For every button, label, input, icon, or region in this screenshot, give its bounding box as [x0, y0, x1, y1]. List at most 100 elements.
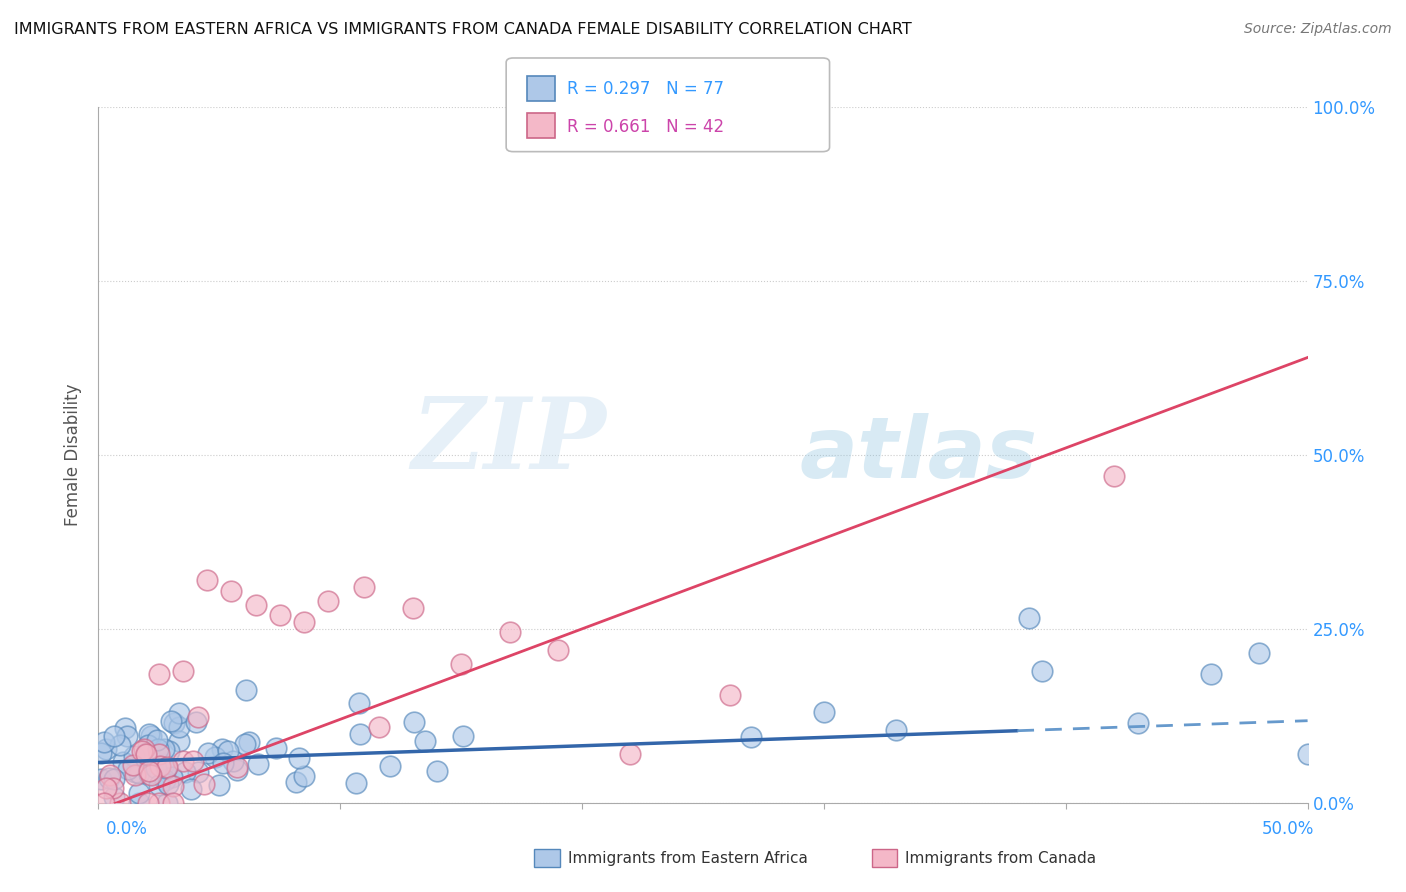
Point — [90, 747, 112, 761]
Point — [128, 786, 150, 800]
Point — [93, 734, 115, 748]
Point — [451, 729, 474, 743]
Point — [187, 765, 209, 780]
Point — [155, 772, 177, 787]
Point — [135, 747, 157, 762]
Point — [1102, 468, 1125, 483]
Text: R = 0.661   N = 42: R = 0.661 N = 42 — [567, 118, 724, 136]
Text: R = 0.297   N = 77: R = 0.297 N = 77 — [567, 80, 724, 98]
Point — [211, 741, 233, 756]
Point — [1199, 667, 1222, 681]
Point — [208, 778, 231, 792]
Point — [353, 580, 375, 594]
Point — [212, 756, 235, 770]
Point — [404, 715, 426, 730]
Point — [159, 714, 181, 728]
Point — [368, 720, 391, 734]
Point — [426, 764, 449, 778]
Point — [1031, 664, 1053, 678]
Point — [288, 751, 311, 765]
Point — [285, 774, 308, 789]
Point — [122, 748, 145, 763]
Point — [204, 750, 226, 764]
Point — [1128, 715, 1150, 730]
Point — [146, 742, 169, 756]
Point — [498, 625, 520, 640]
Text: atlas: atlas — [800, 413, 1038, 497]
Point — [138, 726, 160, 740]
Text: IMMIGRANTS FROM EASTERN AFRICA VS IMMIGRANTS FROM CANADA FEMALE DISABILITY CORRE: IMMIGRANTS FROM EASTERN AFRICA VS IMMIGR… — [14, 22, 912, 37]
Point — [269, 607, 291, 622]
Point — [156, 760, 179, 774]
Point — [167, 733, 190, 747]
Point — [245, 598, 267, 612]
Point — [90, 772, 112, 787]
Point — [153, 756, 176, 771]
Point — [547, 642, 569, 657]
Point — [186, 714, 208, 729]
Text: ZIP: ZIP — [412, 392, 606, 489]
Point — [1018, 611, 1040, 625]
Point — [169, 706, 191, 721]
Point — [124, 764, 146, 779]
Point — [221, 583, 243, 598]
Point — [145, 761, 167, 775]
Point — [619, 747, 641, 761]
Point — [174, 764, 197, 779]
Point — [1296, 747, 1319, 761]
Point — [349, 696, 371, 710]
Point — [128, 796, 150, 810]
Point — [718, 688, 741, 702]
Text: Immigrants from Canada: Immigrants from Canada — [905, 851, 1097, 865]
Point — [155, 762, 177, 776]
Point — [292, 615, 315, 629]
Point — [181, 754, 204, 768]
Point — [162, 796, 184, 810]
Point — [162, 780, 184, 794]
Point — [225, 763, 247, 777]
Point — [156, 777, 179, 791]
Point — [139, 768, 162, 782]
Point — [112, 755, 135, 769]
Text: 50.0%: 50.0% — [1263, 820, 1315, 838]
Point — [167, 720, 190, 734]
Point — [103, 772, 125, 786]
Point — [139, 729, 162, 743]
Point — [238, 735, 260, 749]
Point — [813, 706, 835, 720]
Point — [235, 738, 257, 752]
Point — [136, 738, 159, 752]
Point — [157, 744, 180, 758]
Point — [195, 573, 218, 587]
Point — [160, 770, 183, 784]
Point — [197, 746, 219, 760]
Point — [131, 744, 153, 758]
Point — [316, 594, 339, 608]
Point — [138, 796, 160, 810]
Point — [172, 664, 194, 678]
Point — [148, 778, 170, 792]
Point — [349, 727, 371, 741]
Point — [138, 764, 160, 778]
Point — [103, 780, 125, 795]
Point — [114, 721, 136, 735]
Point — [103, 729, 125, 743]
Point — [124, 768, 146, 782]
Point — [108, 796, 131, 810]
Point — [450, 657, 472, 671]
Point — [156, 796, 179, 810]
Point — [97, 771, 120, 785]
Point — [246, 756, 269, 771]
Point — [103, 790, 125, 805]
Point — [264, 741, 287, 756]
Point — [128, 766, 150, 780]
Point — [117, 762, 139, 776]
Point — [235, 683, 257, 698]
Point — [108, 738, 131, 752]
Point — [217, 744, 239, 758]
Point — [145, 733, 167, 747]
Point — [222, 754, 245, 768]
Point — [149, 759, 172, 773]
Point — [187, 709, 209, 723]
Point — [148, 747, 170, 761]
